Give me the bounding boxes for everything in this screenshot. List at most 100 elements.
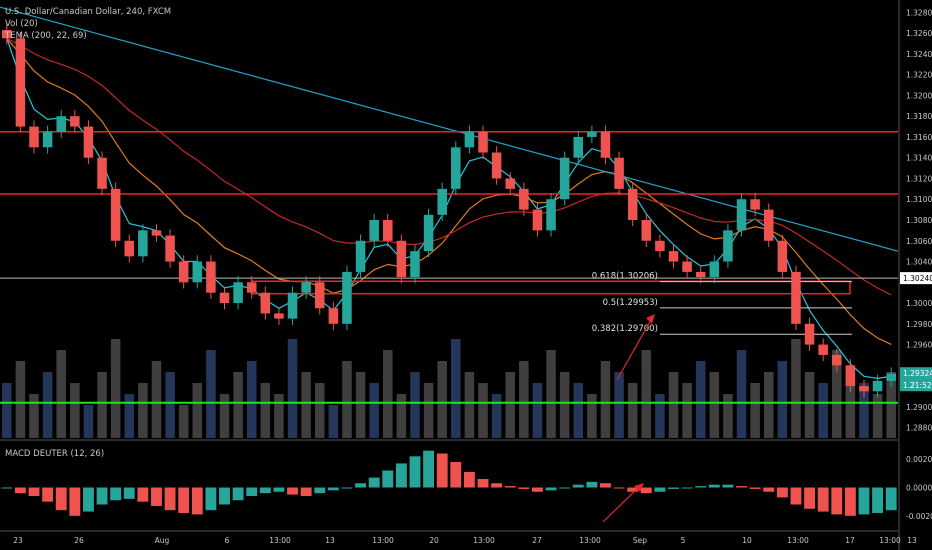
macd-bar[interactable] xyxy=(327,487,339,491)
macd-bar[interactable] xyxy=(804,487,816,509)
candle-body[interactable] xyxy=(301,282,311,293)
macd-bar[interactable] xyxy=(817,487,829,512)
candle-body[interactable] xyxy=(872,380,883,392)
macd-bar[interactable] xyxy=(300,487,312,497)
legend-macd[interactable]: MACD DEUTER (12, 26) xyxy=(5,449,104,459)
candle-body[interactable] xyxy=(369,220,379,241)
macd-bar[interactable] xyxy=(627,487,639,492)
macd-bar[interactable] xyxy=(137,487,149,502)
candle-body[interactable] xyxy=(886,373,896,381)
macd-bar[interactable] xyxy=(858,487,870,515)
macd-bar[interactable] xyxy=(110,487,122,501)
macd-bar[interactable] xyxy=(151,487,162,506)
candle-body[interactable] xyxy=(573,136,584,158)
macd-bar[interactable] xyxy=(28,487,40,497)
macd-bar[interactable] xyxy=(314,487,326,494)
macd-bar[interactable] xyxy=(273,487,285,492)
macd-bar[interactable] xyxy=(42,487,54,502)
macd-bar[interactable] xyxy=(463,471,475,488)
candle-body[interactable] xyxy=(274,313,284,319)
macd-bar[interactable] xyxy=(205,487,217,511)
macd-bar[interactable] xyxy=(613,487,625,489)
candle-body[interactable] xyxy=(423,214,434,252)
macd-bar[interactable] xyxy=(572,484,584,488)
candle-body[interactable] xyxy=(138,230,148,257)
candle-body[interactable] xyxy=(519,188,529,210)
macd-bar[interactable] xyxy=(1,487,13,489)
macd-bar[interactable] xyxy=(191,487,203,515)
macd-bar[interactable] xyxy=(477,479,489,488)
ref-price-tag[interactable] xyxy=(900,272,932,285)
candle-body[interactable] xyxy=(29,126,39,148)
macd-bar[interactable] xyxy=(164,487,176,511)
candle-body[interactable] xyxy=(178,261,189,283)
candle-body[interactable] xyxy=(491,152,502,179)
candle-body[interactable] xyxy=(56,116,66,132)
candle-body[interactable] xyxy=(723,230,733,262)
macd-bar[interactable] xyxy=(749,487,761,489)
macd-bar[interactable] xyxy=(586,481,598,488)
current-price-tag[interactable] xyxy=(900,367,932,392)
candle-body[interactable] xyxy=(791,271,801,324)
candle-body[interactable] xyxy=(478,131,488,153)
candle-body[interactable] xyxy=(532,209,543,231)
macd-bar[interactable] xyxy=(436,453,448,488)
macd-bar[interactable] xyxy=(82,487,94,512)
candle-body[interactable] xyxy=(437,188,447,215)
candle-body[interactable] xyxy=(627,188,638,220)
macd-bar[interactable] xyxy=(776,487,788,498)
candle-body[interactable] xyxy=(845,365,856,387)
candle-body[interactable] xyxy=(587,131,597,137)
macd-bar[interactable] xyxy=(518,487,530,489)
candle-body[interactable] xyxy=(709,261,720,278)
macd-bar[interactable] xyxy=(368,477,380,488)
candle-body[interactable] xyxy=(383,220,393,241)
candle-body[interactable] xyxy=(410,251,420,278)
legend-symbol[interactable]: U.S. Dollar/Canadian Dollar, 240, FXCM xyxy=(5,7,171,17)
candle-body[interactable] xyxy=(260,292,271,314)
candle-body[interactable] xyxy=(165,235,175,262)
macd-bar[interactable] xyxy=(708,484,720,488)
macd-bar[interactable] xyxy=(355,483,367,488)
candle-body[interactable] xyxy=(559,157,570,200)
macd-bar[interactable] xyxy=(96,487,108,505)
time-axis[interactable]: 23 26 Aug 6 13:00 13 13:00 20 13:00 27 13:00 Sep 5 10… xyxy=(13,536,917,545)
macd-bar[interactable] xyxy=(287,487,298,495)
macd-bar[interactable] xyxy=(545,487,557,491)
candle-body[interactable] xyxy=(70,116,80,127)
macd-bar[interactable] xyxy=(654,487,666,492)
macd-bar[interactable] xyxy=(450,462,462,488)
candle-body[interactable] xyxy=(83,126,94,158)
macd-bar[interactable] xyxy=(409,456,421,488)
candle-body[interactable] xyxy=(328,308,339,324)
candle-body[interactable] xyxy=(192,261,203,283)
candle-body[interactable] xyxy=(750,199,760,210)
macd-bar[interactable] xyxy=(831,487,843,515)
macd-bar[interactable] xyxy=(246,487,258,497)
candle-body[interactable] xyxy=(818,344,828,355)
macd-bar[interactable] xyxy=(259,487,271,494)
macd-bar[interactable] xyxy=(232,487,244,501)
macd-bar[interactable] xyxy=(341,487,353,489)
macd-bar[interactable] xyxy=(640,487,652,494)
candle-body[interactable] xyxy=(233,282,243,304)
macd-bar[interactable] xyxy=(559,487,571,489)
candle-body[interactable] xyxy=(804,323,815,345)
candle-body[interactable] xyxy=(151,230,162,236)
candle-body[interactable] xyxy=(641,220,652,241)
macd-bar[interactable] xyxy=(736,486,747,488)
macd-bar[interactable] xyxy=(395,463,407,488)
candle-body[interactable] xyxy=(682,261,692,272)
macd-bar[interactable] xyxy=(695,486,707,488)
macd-bar[interactable] xyxy=(382,470,394,488)
candle-body[interactable] xyxy=(546,199,556,231)
candle-body[interactable] xyxy=(451,147,461,189)
candles[interactable] xyxy=(2,23,896,398)
macd-bar[interactable] xyxy=(790,487,802,505)
macd-bar[interactable] xyxy=(531,487,543,492)
macd-bar[interactable] xyxy=(178,487,190,514)
candle-body[interactable] xyxy=(342,271,352,324)
macd-bar[interactable] xyxy=(885,487,897,511)
candle-body[interactable] xyxy=(614,157,624,189)
